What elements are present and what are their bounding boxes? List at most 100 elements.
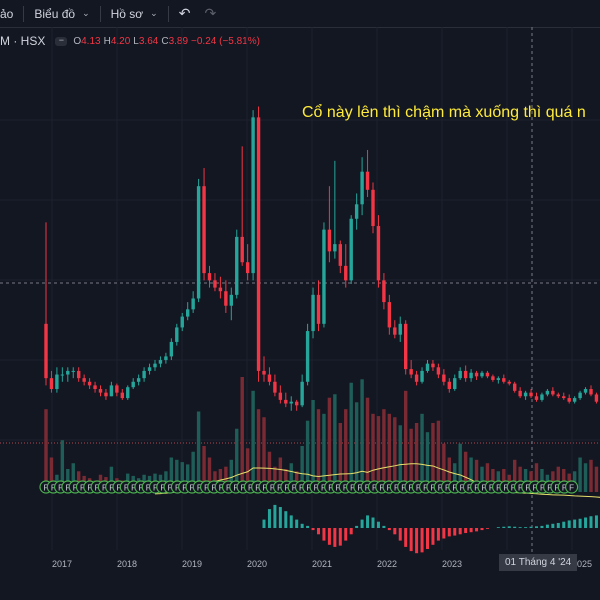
candle-body — [491, 376, 495, 380]
candle-body — [169, 341, 174, 357]
candle-body — [425, 363, 430, 371]
close-value: 3.89 — [168, 35, 189, 47]
candle-body — [49, 378, 54, 390]
candle-body — [213, 280, 217, 288]
f-marker-label: F — [87, 484, 92, 493]
oscillator-bar — [436, 528, 440, 541]
high-key: H — [103, 35, 111, 47]
chart-menu-button[interactable]: Biểu đồ ⌄ — [34, 6, 90, 21]
candle-body — [371, 189, 375, 227]
profile-menu-button[interactable]: Hồ sơ ⌄ — [110, 6, 158, 21]
oscillator-bar — [529, 526, 533, 528]
oscillator-bar — [573, 519, 577, 528]
oscillator-bar — [393, 528, 397, 535]
volume-bar — [44, 409, 48, 492]
f-marker-label: F — [503, 484, 508, 493]
oscillator-bar — [327, 528, 331, 545]
volume-bar — [333, 394, 337, 492]
candle-body — [540, 394, 544, 400]
oscillator-bar — [322, 528, 326, 541]
crosshair-date-label: 01 Tháng 4 '24 — [499, 554, 578, 571]
volume-bar — [431, 423, 435, 492]
volume-bar — [273, 466, 277, 492]
redo-icon[interactable]: ↷ — [204, 5, 217, 21]
candle-body — [278, 392, 283, 400]
f-marker-label: F — [401, 484, 406, 493]
candle-body — [414, 374, 419, 382]
volume-bar — [589, 459, 593, 492]
volume-bar — [523, 469, 528, 492]
candle-body — [529, 392, 533, 397]
volume-bar — [556, 466, 560, 492]
oscillator-bar — [578, 518, 582, 528]
f-marker-label: F — [299, 484, 304, 493]
f-marker-label: F — [138, 484, 143, 493]
x-axis-tick-label: 2020 — [247, 559, 267, 569]
f-marker-label: F — [95, 484, 100, 493]
candle-body — [393, 327, 397, 335]
volume-bar — [289, 463, 293, 492]
volume-bar — [518, 466, 522, 492]
candle-body — [82, 378, 86, 382]
x-axis-tick-label: 2022 — [377, 559, 397, 569]
candle-body — [229, 294, 233, 306]
volume-bar — [376, 416, 381, 492]
candle-body — [463, 370, 468, 379]
candle-body — [376, 226, 381, 281]
f-marker-label: F — [168, 484, 173, 493]
volume-bar — [180, 462, 184, 492]
f-marker-label: F — [343, 484, 348, 493]
candle-body — [420, 370, 424, 382]
candle-body — [469, 372, 473, 379]
f-marker-label: F — [365, 484, 370, 493]
oscillator-bar — [442, 528, 446, 539]
candle-body — [507, 381, 511, 384]
oscillator-bar — [545, 524, 549, 528]
oscillator-bar — [344, 528, 348, 541]
candle-body — [267, 374, 272, 382]
legend-toggle-icon[interactable]: − — [55, 35, 68, 46]
volume-bar — [191, 451, 195, 492]
candle-body — [338, 244, 342, 266]
oscillator-bar — [502, 526, 506, 528]
oscillator-bar — [289, 515, 293, 528]
toolbar-item-partial[interactable]: ảo — [0, 6, 14, 21]
candle-body — [44, 323, 48, 379]
candle-body — [344, 265, 348, 281]
candle-body — [431, 363, 435, 368]
f-marker-label: F — [525, 484, 530, 493]
candle-body — [98, 389, 103, 393]
f-marker-label: F — [248, 484, 253, 493]
candle-body — [196, 186, 201, 299]
candle-body — [556, 394, 560, 397]
f-marker-label: F — [533, 484, 538, 493]
volume-bar — [425, 432, 430, 492]
volume-bar — [251, 390, 255, 492]
volume-bar — [365, 397, 370, 492]
f-marker-label: F — [263, 484, 268, 493]
open-value: 4.13 — [81, 35, 101, 47]
candle-body — [311, 294, 315, 332]
oscillator-bar — [589, 516, 593, 528]
undo-icon[interactable]: ↶ — [178, 5, 191, 21]
symbol-label[interactable]: M · HSX — [0, 34, 46, 48]
oscillator-bar — [317, 528, 320, 535]
volume-bar — [387, 413, 392, 492]
candle-body — [583, 389, 588, 393]
high-value: 4.20 — [110, 35, 131, 47]
candle-body — [333, 244, 337, 252]
candle-body — [218, 287, 223, 292]
volume-bar — [316, 409, 321, 492]
candle-body — [93, 385, 97, 390]
f-marker-label: F — [314, 484, 319, 493]
f-marker-label: F — [44, 484, 49, 493]
candle-body — [273, 381, 277, 393]
candle-body — [594, 394, 599, 402]
f-marker-label: F — [357, 484, 362, 493]
f-marker-label: F — [58, 484, 63, 493]
candle-body — [354, 204, 359, 219]
volume-bar — [404, 390, 408, 492]
candle-body — [136, 378, 141, 382]
candle-body — [175, 327, 179, 342]
